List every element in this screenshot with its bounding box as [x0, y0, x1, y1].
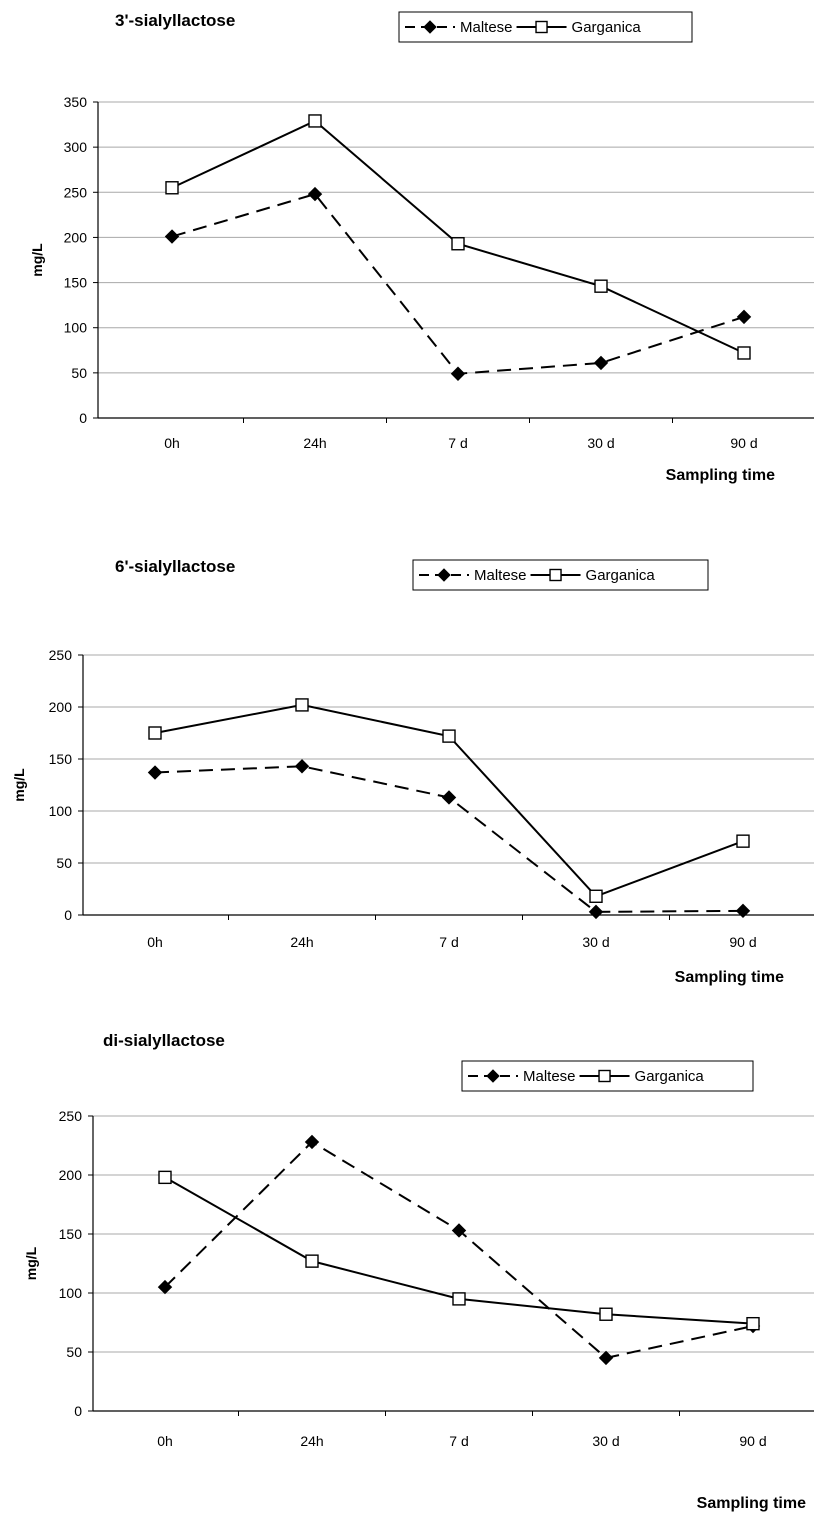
y-tick-label: 250 — [49, 647, 73, 663]
x-tick-label: 90 d — [729, 934, 756, 950]
x-axis-label: Sampling time — [675, 969, 784, 986]
data-point-garganica — [165, 181, 179, 195]
y-tick-label: 150 — [49, 751, 73, 767]
y-tick-label: 200 — [59, 1167, 83, 1183]
x-tick-label: 7 d — [439, 934, 458, 950]
y-tick-label: 200 — [64, 229, 88, 245]
x-tick-label: 0h — [147, 934, 163, 950]
x-tick-label: 24h — [303, 435, 326, 451]
data-point-garganica — [746, 1316, 760, 1331]
chart-title: di-sialyllactose — [103, 1031, 225, 1050]
chart-2: 6'-sialyllactose 0 50 100 150 200 250 0h 24h 7 d 3… — [11, 557, 814, 986]
y-tick-label: 100 — [49, 803, 73, 819]
x-tick-label: 0h — [157, 1433, 173, 1449]
x-axis-label: Sampling time — [666, 467, 775, 484]
data-point-garganica — [452, 1292, 466, 1306]
y-tick-label: 100 — [64, 320, 88, 336]
legend-label-maltese: Maltese — [474, 567, 527, 584]
y-tick-label: 350 — [64, 94, 88, 110]
data-point-maltese — [157, 1279, 173, 1295]
data-point-garganica — [451, 237, 465, 251]
data-point-garganica — [736, 834, 750, 848]
legend: Maltese Garganica — [398, 11, 693, 43]
data-point-garganica — [599, 1307, 613, 1321]
series-line-maltese — [164, 1140, 754, 1359]
data-point-garganica — [594, 279, 608, 293]
x-tick-label: 30 d — [582, 934, 609, 950]
x-tick-label: 30 d — [587, 435, 614, 451]
data-point-garganica — [442, 729, 456, 743]
chart-title: 3'-sialyllactose — [115, 11, 235, 30]
x-tick-label: 0h — [164, 435, 180, 451]
data-point-maltese — [164, 229, 180, 244]
legend-label-garganica: Garganica — [572, 19, 642, 36]
y-tick-label: 250 — [59, 1108, 83, 1124]
data-point-garganica — [737, 346, 751, 360]
y-tick-label: 50 — [66, 1344, 82, 1360]
data-point-maltese — [307, 186, 323, 202]
data-point-maltese — [441, 790, 457, 805]
legend: Maltese Garganica — [412, 559, 709, 591]
legend: Maltese Garganica — [461, 1060, 754, 1092]
x-tick-label: 24h — [290, 934, 313, 950]
y-axis-label: mg/L — [11, 768, 27, 802]
data-point-garganica — [148, 726, 162, 740]
data-point-maltese — [736, 309, 752, 325]
data-point-maltese — [593, 355, 609, 371]
y-axis-label: mg/L — [23, 1246, 39, 1280]
data-point-maltese — [294, 759, 310, 774]
legend-marker-maltese — [437, 568, 451, 582]
chart-3: di-sialyllactose 0 50 100 150 200 250 0h 24h 7 d 3… — [23, 1031, 814, 1512]
chart-1: 3'-sialyllactose 0 50 100 150 200 250 300 350 0h 2… — [29, 11, 814, 484]
x-tick-label: 30 d — [592, 1433, 619, 1449]
y-tick-label: 50 — [56, 855, 72, 871]
legend-marker-garganica — [549, 568, 562, 582]
x-axis-label: Sampling time — [697, 1495, 806, 1512]
series-line-maltese — [171, 192, 745, 375]
legend-label-maltese: Maltese — [523, 1068, 576, 1085]
y-tick-label: 200 — [49, 699, 73, 715]
data-point-maltese — [451, 1223, 467, 1238]
legend-marker-garganica — [535, 20, 548, 34]
data-point-garganica — [158, 1170, 172, 1185]
y-tick-label: 300 — [64, 139, 88, 155]
data-point-maltese — [147, 765, 163, 780]
chart-title: 6'-sialyllactose — [115, 557, 235, 576]
data-point-garganica — [589, 889, 603, 903]
legend-marker-maltese — [486, 1069, 500, 1083]
data-point-garganica — [295, 698, 309, 712]
data-point-maltese — [588, 904, 604, 920]
y-tick-label: 0 — [79, 410, 87, 426]
data-point-maltese — [735, 903, 751, 919]
data-point-garganica — [305, 1254, 319, 1268]
x-tick-label: 90 d — [730, 435, 757, 451]
y-tick-label: 150 — [59, 1226, 83, 1242]
y-tick-label: 0 — [64, 907, 72, 923]
x-tick-label: 90 d — [739, 1433, 766, 1449]
y-tick-label: 150 — [64, 275, 88, 291]
legend-label-maltese: Maltese — [460, 19, 513, 36]
legend-marker-maltese — [423, 20, 437, 34]
x-tick-label: 7 d — [449, 1433, 468, 1449]
series-line-maltese — [154, 765, 744, 913]
x-tick-label: 24h — [300, 1433, 323, 1449]
y-tick-label: 50 — [71, 365, 87, 381]
data-point-maltese — [450, 366, 466, 381]
legend-marker-garganica — [598, 1069, 611, 1083]
data-point-maltese — [598, 1350, 614, 1366]
y-axis-label: mg/L — [29, 243, 45, 277]
y-tick-label: 100 — [59, 1285, 83, 1301]
data-point-garganica — [308, 114, 322, 128]
data-point-maltese — [304, 1134, 320, 1150]
y-tick-label: 250 — [64, 184, 88, 200]
legend-label-garganica: Garganica — [635, 1068, 705, 1085]
y-tick-label: 0 — [74, 1403, 82, 1419]
legend-label-garganica: Garganica — [586, 567, 656, 584]
x-tick-label: 7 d — [448, 435, 467, 451]
